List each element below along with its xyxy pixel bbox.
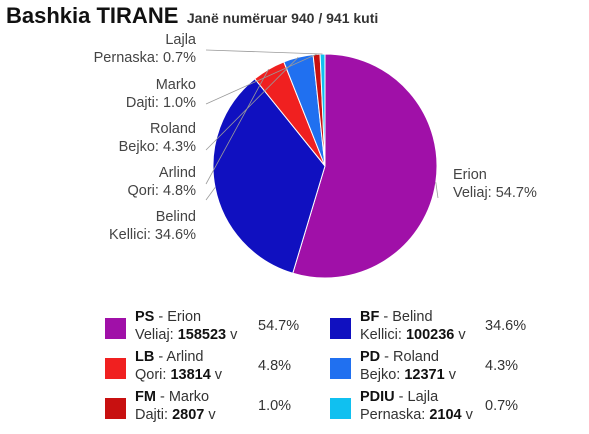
pie-label-line1: Belind xyxy=(155,209,196,225)
legend-swatch xyxy=(105,318,126,339)
pie-label-line1: Erion xyxy=(453,167,487,183)
chart-title: Bashkia TIRANE xyxy=(6,3,179,28)
pie-label-line2: Veliaj: 54.7% xyxy=(453,185,537,201)
legend-percent: 0.7% xyxy=(485,398,519,414)
pie-label-line1: Roland xyxy=(150,121,196,137)
legend-votes: 2807 xyxy=(172,407,205,423)
pie-connector-pd xyxy=(205,57,299,151)
chart-header: Bashkia TIRANE Janë numëruar 940 / 941 k… xyxy=(6,3,378,29)
legend-votes: 100236 xyxy=(405,327,455,343)
legend-percent: 4.3% xyxy=(485,358,519,374)
pie-label-line1: Lajla xyxy=(165,32,196,48)
legend-percent: 54.7% xyxy=(258,318,300,334)
pie-label-line1: Marko xyxy=(155,77,196,93)
pie-connector-lb xyxy=(205,69,269,185)
legend-swatch xyxy=(105,358,126,379)
legend-text: BF - Belind Kellici: 100236 v xyxy=(360,309,466,343)
legend-text: PD - Roland Bejko: 12371 v xyxy=(360,349,456,383)
legend-votes: 12371 xyxy=(404,367,445,383)
legend-party: FM xyxy=(135,389,156,405)
pie-label-pd: Roland Bejko: 4.3% xyxy=(119,120,196,156)
legend-swatch xyxy=(105,398,126,419)
pie-label-line2: Dajti: 1.0% xyxy=(125,95,196,111)
legend-party: PDIU xyxy=(360,389,395,405)
pie-label-pdiu: Lajla Pernaska: 0.7% xyxy=(94,31,196,67)
legend-text: FM - Marko Dajti: 2807 v xyxy=(135,389,216,423)
pie-connector-ps xyxy=(435,182,439,199)
pie-label-line2: Kellici: 34.6% xyxy=(108,227,196,243)
pie-label-lb: Arlind Qori: 4.8% xyxy=(128,164,197,200)
pie-label-line1: Arlind xyxy=(158,165,196,181)
pie-chart xyxy=(205,49,439,279)
pie-slice-bf[interactable] xyxy=(212,78,326,274)
pie-label-ps: Erion Veliaj: 54.7% xyxy=(453,166,537,202)
legend-party: BF xyxy=(360,309,380,325)
legend-votes: 13814 xyxy=(170,367,211,383)
legend-party: PD xyxy=(360,349,381,365)
pie-label-line2: Qori: 4.8% xyxy=(127,183,197,199)
legend-item-pd[interactable]: PD - Roland Bejko: 12371 v 4.3% xyxy=(330,348,565,388)
legend-item-lb[interactable]: LB - Arlind Qori: 13814 v 4.8% xyxy=(105,348,340,388)
legend-percent: 4.8% xyxy=(258,358,292,374)
legend-item-pdiu[interactable]: PDIU - Lajla Pernaska: 2104 v 0.7% xyxy=(330,388,565,428)
legend-text: PDIU - Lajla Pernaska: 2104 v xyxy=(360,389,473,423)
pie-connector-pdiu xyxy=(205,49,323,55)
legend-item-bf[interactable]: BF - Belind Kellici: 100236 v 34.6% xyxy=(330,308,565,348)
legend-swatch xyxy=(330,398,351,419)
legend-percent: 1.0% xyxy=(258,398,292,414)
chart-subtitle: Janë numëruar 940 / 941 kuti xyxy=(186,10,379,26)
pie-slice-ps[interactable] xyxy=(292,53,438,279)
legend-swatch xyxy=(330,358,351,379)
legend-percent: 34.6% xyxy=(485,318,527,334)
legend-text: PS - Erion Veliaj: 158523 v xyxy=(135,309,238,343)
pie-label-line2: Pernaska: 0.7% xyxy=(93,50,196,66)
pie-label-bf: Belind Kellici: 34.6% xyxy=(109,208,196,244)
legend-party: LB xyxy=(135,349,155,365)
legend-item-ps[interactable]: PS - Erion Veliaj: 158523 v 54.7% xyxy=(105,308,340,348)
legend-swatch xyxy=(330,318,351,339)
pie-connector-fm xyxy=(205,53,317,105)
legend-item-fm[interactable]: FM - Marko Dajti: 2807 v 1.0% xyxy=(105,388,340,428)
pie-label-line2: Bejko: 4.3% xyxy=(118,139,196,155)
pie-label-fm: Marko Dajti: 1.0% xyxy=(126,76,196,112)
legend-votes: 2104 xyxy=(429,407,462,423)
legend-votes: 158523 xyxy=(177,327,227,343)
legend-party: PS xyxy=(135,309,155,325)
legend-text: LB - Arlind Qori: 13814 v xyxy=(135,349,223,383)
pie-connector-bf xyxy=(205,187,216,201)
